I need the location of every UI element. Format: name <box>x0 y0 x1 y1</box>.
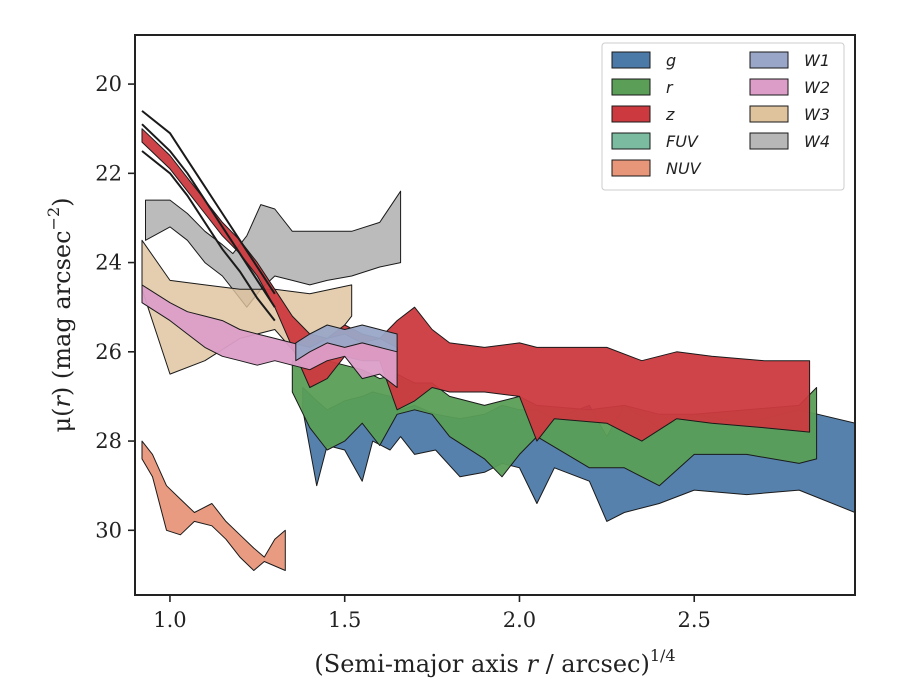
x-tick-label: 1.5 <box>328 608 361 632</box>
y-tick-label: 24 <box>95 251 122 275</box>
profile-lines-layer <box>141 110 276 322</box>
legend-label-w3: W3 <box>804 105 830 124</box>
x-tick-label: 2.5 <box>678 608 711 632</box>
y-tick-label: 28 <box>95 429 122 453</box>
legend-label-fuv: FUV <box>666 132 699 151</box>
band-w4 <box>145 190 402 308</box>
y-axis-label: μ(r) (mag arcsec−2) <box>44 197 76 432</box>
x-axis-ticks: 1.0 1.5 2.0 2.5 <box>153 595 711 632</box>
legend-swatch-w4 <box>749 132 789 150</box>
y-tick-label: 30 <box>95 518 122 542</box>
y-tick-label: 22 <box>95 161 122 185</box>
legend-swatch-w2 <box>749 78 789 96</box>
x-axis-label: (Semi-major axis r / arcsec)1/4 <box>314 646 675 678</box>
legend-swatch-nuv <box>611 159 651 177</box>
y-axis-ticks: 20 22 24 26 28 30 <box>95 72 135 542</box>
legend-swatch-z <box>611 105 651 123</box>
profile-line-2 <box>141 123 276 308</box>
profile-line-1 <box>141 110 276 295</box>
legend-label-w2: W2 <box>804 78 830 97</box>
legend-swatch-w1 <box>749 51 789 69</box>
profile-line-3 <box>141 150 276 322</box>
y-tick-label: 20 <box>95 72 122 96</box>
x-tick-label: 1.0 <box>153 608 186 632</box>
legend-swatch-r <box>611 78 651 96</box>
legend: grz FUV NUV W1 W2 W3 W4 <box>601 42 845 191</box>
legend-label-r: r <box>666 78 674 97</box>
legend-swatch-fuv <box>611 132 651 150</box>
x-tick-label: 2.0 <box>503 608 536 632</box>
legend-label-w1: W1 <box>804 51 830 70</box>
legend-label-w4: W4 <box>804 132 830 151</box>
legend-label-g: g <box>666 51 676 70</box>
series-layer <box>141 128 855 571</box>
band-w1 <box>295 324 398 362</box>
y-tick-label: 26 <box>95 340 122 364</box>
legend-swatch-g <box>611 51 651 69</box>
legend-label-nuv: NUV <box>666 159 702 178</box>
band-nuv <box>141 440 286 571</box>
plot-frame <box>134 34 856 596</box>
legend-label-z: z <box>665 105 675 124</box>
legend-swatch-w3 <box>749 105 789 123</box>
